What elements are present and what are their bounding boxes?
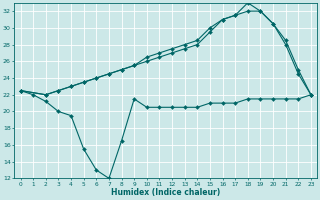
X-axis label: Humidex (Indice chaleur): Humidex (Indice chaleur): [111, 188, 220, 197]
